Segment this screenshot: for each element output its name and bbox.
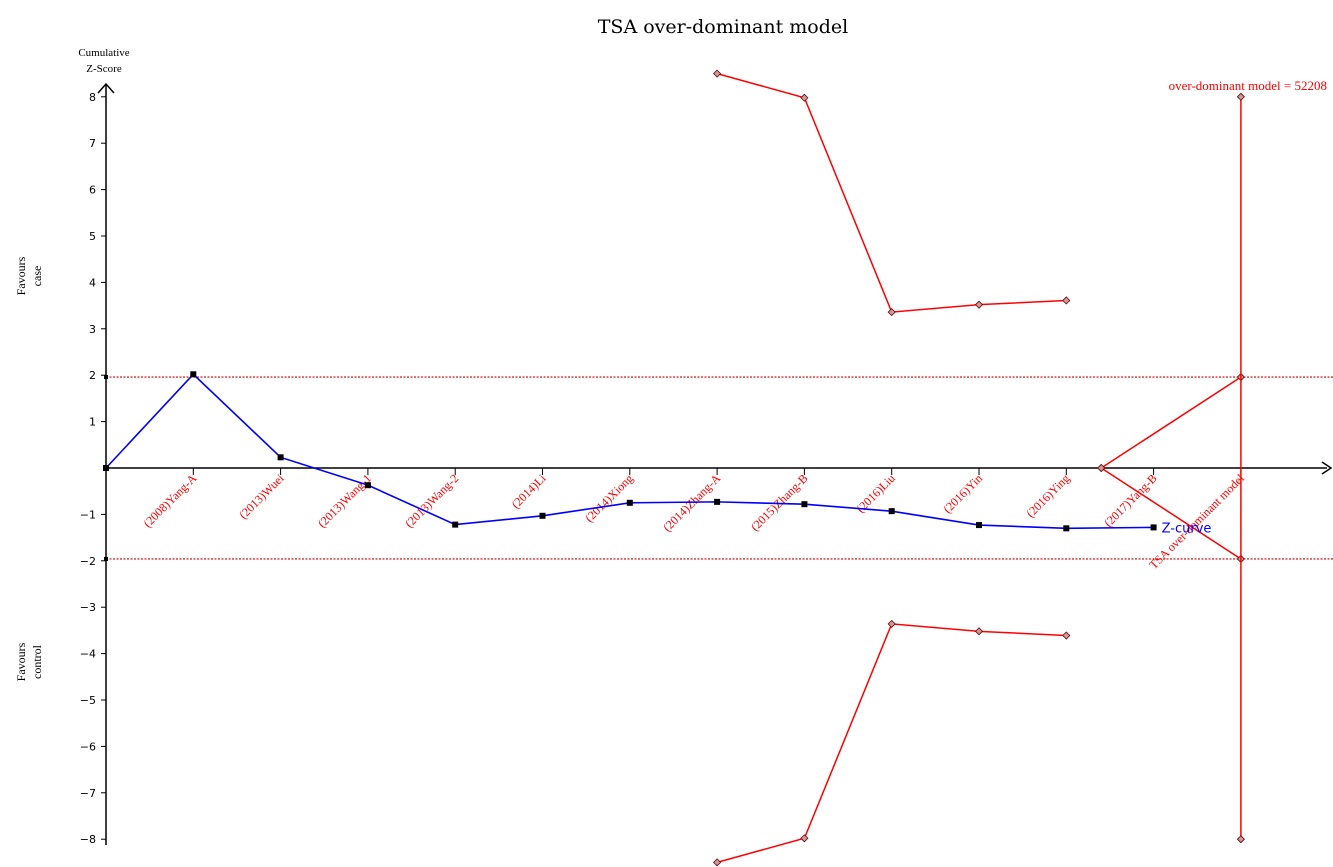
favours-control-label-line-2: control (30, 644, 44, 679)
y-tick-label: 6 (89, 184, 96, 197)
study-labels: (2008)Yang-A (2013)Wuei (2013)Wang-1 (2013)… (140, 471, 1247, 572)
study-label: (2013)Wang-2 (402, 471, 461, 530)
z-curve-point (1150, 524, 1157, 531)
upper-monitoring-boundary-point (800, 93, 809, 102)
y-tick-label: 2 (89, 369, 96, 382)
y-tick-label: −1 (80, 508, 96, 521)
y-tick-label: −6 (80, 740, 96, 753)
lower-futility-boundary-point (1097, 463, 1106, 473)
upper-monitoring-boundary-point (887, 308, 896, 317)
y-tick-label: 8 (89, 91, 96, 104)
z-curve-point (103, 465, 109, 471)
z-curve-point (976, 522, 982, 529)
chart-title: TSA over-dominant model (598, 16, 848, 38)
favours-case-label-line-2: case (30, 266, 44, 287)
x-axis-arrow-icon (1321, 461, 1333, 475)
upper-monitoring-boundary-point (974, 300, 984, 309)
y-axis-ticks: 8 7 6 5 4 3 2 1 −1 −2 −3 −4 −5 −6 −7 −8 (80, 91, 106, 846)
y-tick-label: 5 (89, 230, 96, 243)
study-label: (2016)Ying (1023, 471, 1072, 520)
y-tick-label: −8 (80, 833, 96, 846)
z-curve-point (1063, 525, 1070, 532)
z-curve-point (452, 521, 459, 528)
z-curve-point (626, 499, 633, 506)
required-information-size-point (1236, 835, 1245, 844)
y-axis-title-line-1: Cumulative (78, 47, 129, 59)
z-curve-point (277, 454, 284, 461)
lower-monitoring-boundary-point (1062, 631, 1071, 640)
study-label: (2013)Wuei (236, 471, 287, 522)
required-information-size-point (1236, 92, 1245, 101)
y-axis-title-line-2: Z-Score (86, 63, 122, 75)
y-tick-label: −2 (80, 555, 96, 568)
z-curve-point (190, 371, 197, 378)
upper-futility-boundary-line (1100, 376, 1242, 469)
lower-monitoring-boundary-line (716, 623, 1067, 864)
lower-monitoring-boundary-point (713, 858, 722, 867)
significance-boundary-lines (104, 375, 1333, 561)
y-tick-label: 3 (89, 323, 96, 336)
y-tick-label: 7 (89, 137, 96, 150)
study-label: (2008)Yang-A (140, 471, 199, 530)
significance-marker (104, 375, 108, 380)
required-information-size-label: over-dominant model = 52208 (1169, 78, 1327, 93)
lower-futility-boundary-line (1100, 467, 1242, 560)
lower-monitoring-boundary-point (974, 627, 984, 636)
favours-case-label-line-1: Favours (14, 256, 28, 295)
favours-control-label-line-1: Favours (14, 642, 28, 681)
study-label: (2014)Li (509, 471, 550, 512)
monitoring-boundary-lines (713, 69, 1245, 867)
y-tick-label: −4 (80, 648, 96, 661)
study-label: (2014)Xiong (582, 471, 636, 525)
y-tick-label: −7 (80, 787, 96, 800)
z-curve-series: Z-curve (103, 371, 1211, 536)
y-tick-label: −5 (80, 694, 96, 707)
upper-monitoring-boundary-line (716, 72, 1067, 313)
y-tick-label: 4 (89, 276, 96, 289)
lower-monitoring-boundary-point (800, 834, 809, 843)
z-curve-point (801, 501, 808, 508)
upper-monitoring-boundary-point (1062, 296, 1071, 305)
z-curve-point (539, 512, 546, 519)
y-tick-label: −3 (80, 601, 96, 614)
required-information-size: over-dominant model = 52208 (1169, 78, 1327, 844)
z-curve-label: Z-curve (1162, 521, 1212, 536)
y-tick-label: 1 (89, 416, 96, 429)
y-axis-arrow-icon (97, 82, 115, 94)
study-label: (2013)Wang-1 (315, 471, 374, 530)
significance-marker (104, 556, 108, 561)
z-curve-point (888, 508, 895, 515)
z-curve-point (714, 498, 721, 505)
study-label: (2016)Yin (940, 471, 985, 516)
upper-monitoring-boundary-point (713, 69, 722, 78)
x-axis-ticks (192, 468, 1242, 475)
lower-monitoring-boundary-point (887, 619, 896, 628)
z-curve-point (364, 482, 371, 489)
